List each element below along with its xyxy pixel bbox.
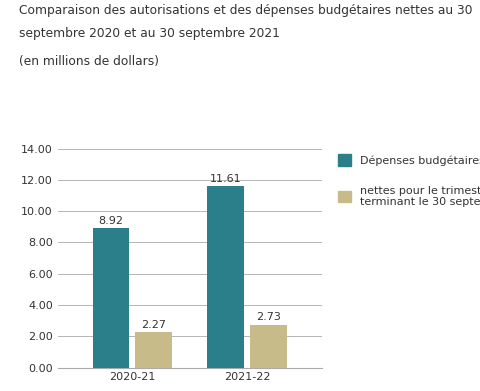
Bar <box>93 228 129 368</box>
Bar <box>135 332 172 368</box>
Text: septembre 2020 et au 30 septembre 2021: septembre 2020 et au 30 septembre 2021 <box>19 27 280 40</box>
Text: 2.73: 2.73 <box>256 312 281 323</box>
Bar <box>250 325 287 368</box>
Bar <box>207 186 244 368</box>
Text: Comparaison des autorisations et des dépenses budgétaires nettes au 30: Comparaison des autorisations et des dép… <box>19 4 473 17</box>
Text: 11.61: 11.61 <box>210 174 241 184</box>
Text: (en millions de dollars): (en millions de dollars) <box>19 55 159 68</box>
Legend: Dépenses budgétaires, nettes pour le trimestre se
terminant le 30 septembre: Dépenses budgétaires, nettes pour le tri… <box>338 154 480 207</box>
Text: 2.27: 2.27 <box>141 320 166 330</box>
Text: 8.92: 8.92 <box>98 216 123 226</box>
